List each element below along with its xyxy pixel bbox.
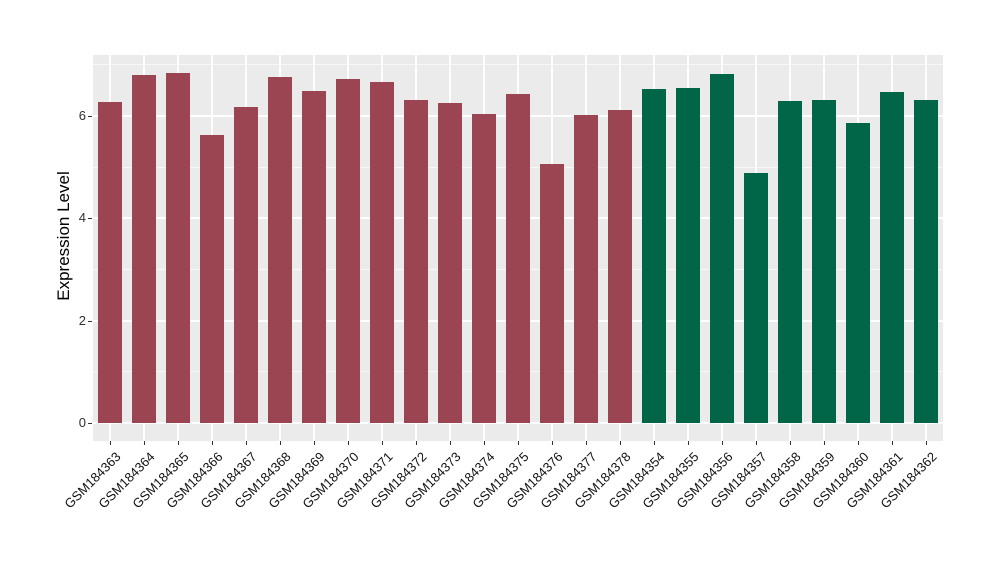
y-tick-label-4: 4 bbox=[78, 210, 86, 226]
y-tick-label-0: 0 bbox=[78, 415, 86, 431]
x-tick-mark-GSM184373 bbox=[449, 441, 451, 445]
x-tick-mark-GSM184364 bbox=[143, 441, 145, 445]
x-tick-mark-GSM184355 bbox=[687, 441, 689, 445]
x-tick-mark-GSM184376 bbox=[551, 441, 553, 445]
x-tick-mark-GSM184359 bbox=[823, 441, 825, 445]
y-tick-mark-6 bbox=[88, 115, 92, 117]
x-tick-mark-GSM184367 bbox=[245, 441, 247, 445]
bar-GSM184357 bbox=[744, 173, 768, 424]
x-tick-mark-GSM184375 bbox=[517, 441, 519, 445]
x-tick-mark-GSM184374 bbox=[483, 441, 485, 445]
y-tick-mark-2 bbox=[88, 320, 92, 322]
bar-GSM184360 bbox=[846, 122, 870, 424]
bar-GSM184373 bbox=[438, 102, 462, 424]
y-tick-label-6: 6 bbox=[78, 107, 86, 123]
bar-GSM184369 bbox=[302, 90, 326, 424]
bar-GSM184356 bbox=[710, 74, 734, 424]
bar-GSM184367 bbox=[234, 107, 258, 424]
bar-GSM184358 bbox=[778, 101, 802, 424]
x-tick-mark-GSM184360 bbox=[857, 441, 859, 445]
bar-GSM184377 bbox=[574, 114, 598, 424]
x-tick-mark-GSM184354 bbox=[653, 441, 655, 445]
x-tick-mark-GSM184369 bbox=[313, 441, 315, 445]
bar-GSM184374 bbox=[472, 113, 496, 424]
bar-GSM184368 bbox=[268, 76, 292, 424]
bar-GSM184355 bbox=[676, 88, 700, 424]
y-axis-title: Expression Level bbox=[54, 171, 73, 301]
y-tick-mark-0 bbox=[88, 423, 92, 425]
bar-GSM184370 bbox=[336, 78, 360, 424]
bar-GSM184365 bbox=[166, 73, 190, 424]
bar-GSM184362 bbox=[914, 100, 938, 424]
x-tick-mark-GSM184372 bbox=[415, 441, 417, 445]
x-tick-mark-GSM184363 bbox=[109, 441, 111, 445]
bar-GSM184376 bbox=[540, 163, 564, 424]
y-tick-label-2: 2 bbox=[78, 312, 86, 328]
x-tick-mark-GSM184378 bbox=[619, 441, 621, 445]
x-tick-mark-GSM184366 bbox=[211, 441, 213, 445]
bar-GSM184364 bbox=[132, 75, 156, 424]
bar-GSM184359 bbox=[812, 100, 836, 424]
x-tick-mark-GSM184356 bbox=[721, 441, 723, 445]
bar-GSM184363 bbox=[98, 101, 122, 424]
bar-GSM184372 bbox=[404, 100, 428, 424]
x-tick-mark-GSM184368 bbox=[279, 441, 281, 445]
x-tick-mark-GSM184370 bbox=[347, 441, 349, 445]
bar-GSM184378 bbox=[608, 109, 632, 424]
x-tick-mark-GSM184362 bbox=[925, 441, 927, 445]
bar-GSM184375 bbox=[506, 94, 530, 424]
x-tick-mark-GSM184361 bbox=[891, 441, 893, 445]
x-tick-mark-GSM184377 bbox=[585, 441, 587, 445]
x-tick-mark-GSM184358 bbox=[789, 441, 791, 445]
bar-GSM184366 bbox=[200, 134, 224, 424]
x-tick-mark-GSM184357 bbox=[755, 441, 757, 445]
bar-GSM184371 bbox=[370, 81, 394, 424]
plot-panel bbox=[93, 55, 943, 441]
y-tick-mark-4 bbox=[88, 218, 92, 220]
bar-GSM184354 bbox=[642, 89, 666, 424]
x-tick-mark-GSM184365 bbox=[177, 441, 179, 445]
x-tick-mark-GSM184371 bbox=[381, 441, 383, 445]
bar-GSM184361 bbox=[880, 91, 904, 424]
